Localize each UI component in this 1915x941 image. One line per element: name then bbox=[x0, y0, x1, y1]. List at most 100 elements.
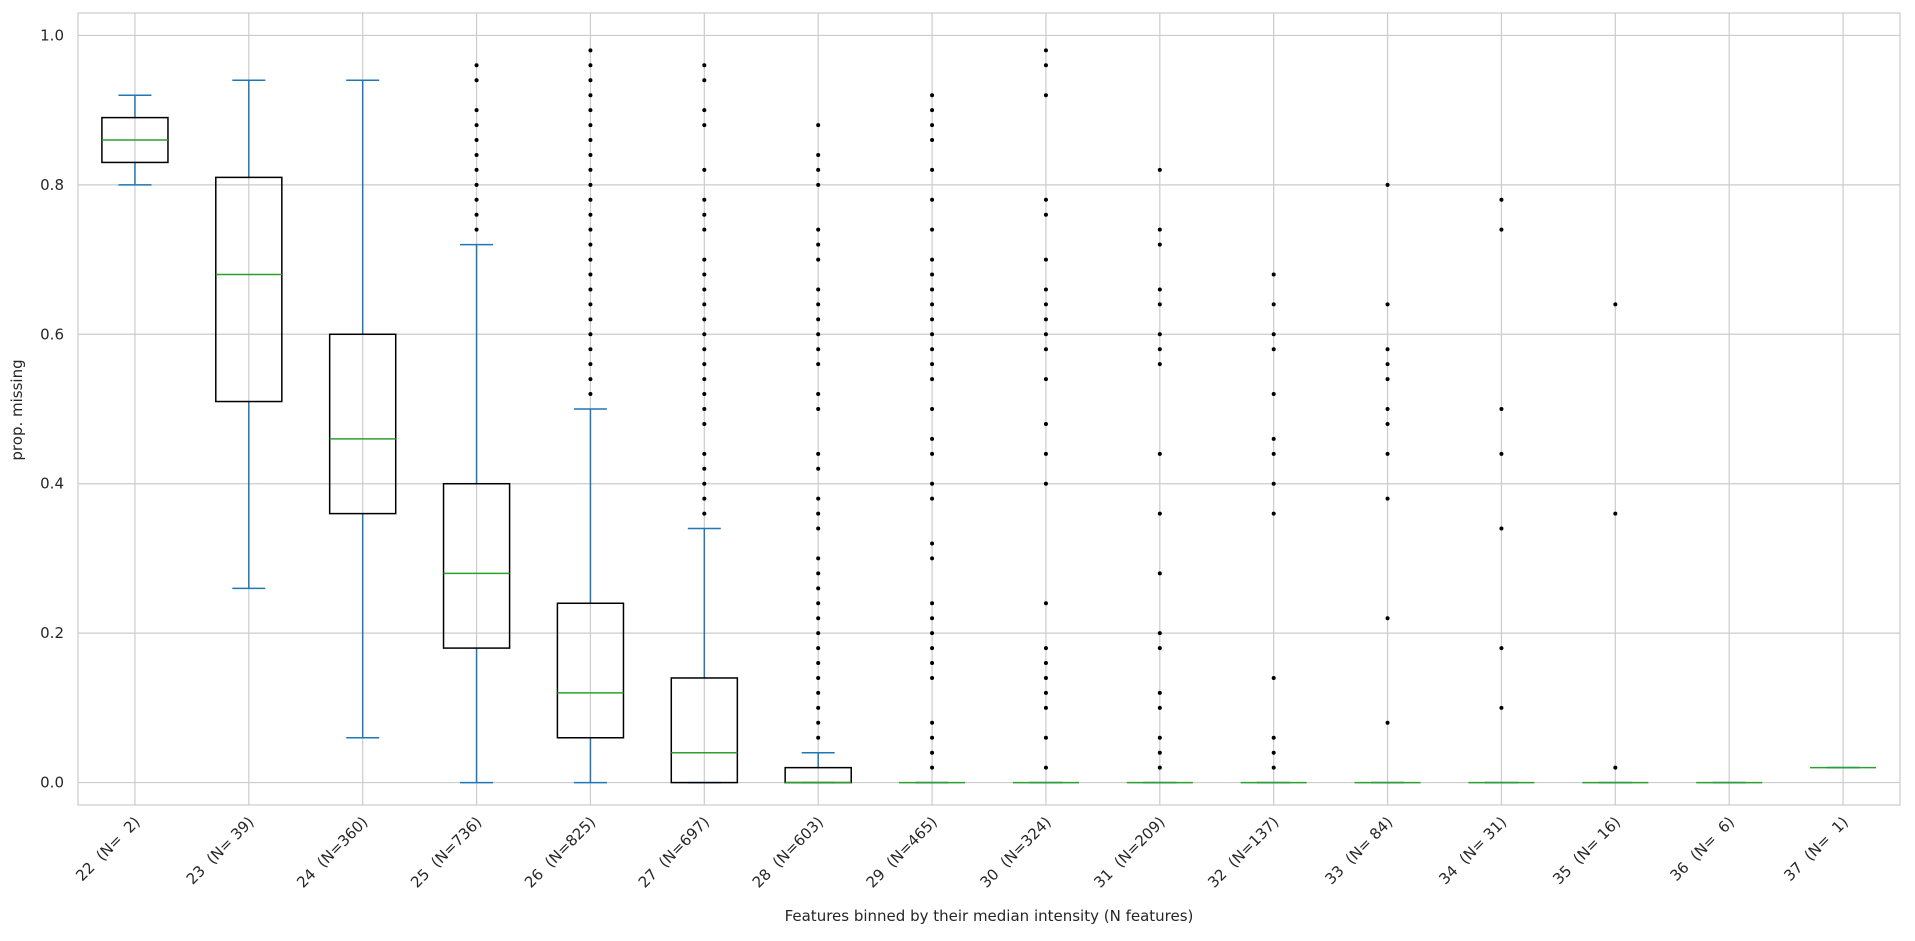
flier bbox=[930, 601, 935, 606]
flier bbox=[816, 332, 821, 337]
flier bbox=[1157, 511, 1162, 516]
flier bbox=[1385, 496, 1390, 501]
flier bbox=[930, 138, 935, 143]
flier bbox=[474, 108, 479, 113]
flier bbox=[1385, 407, 1390, 411]
flier bbox=[1157, 750, 1162, 755]
flier bbox=[702, 123, 707, 128]
x-tick-label: 32 (N=137) bbox=[1204, 813, 1282, 891]
flier bbox=[816, 556, 821, 561]
flier bbox=[1157, 332, 1162, 337]
flier bbox=[474, 152, 479, 157]
flier bbox=[1271, 451, 1276, 456]
flier bbox=[816, 646, 821, 651]
flier bbox=[702, 377, 707, 382]
flier bbox=[1613, 302, 1618, 307]
flier bbox=[1043, 735, 1048, 740]
flier bbox=[930, 317, 935, 322]
box bbox=[215, 176, 283, 403]
flier bbox=[930, 272, 935, 277]
flier bbox=[1385, 347, 1390, 352]
flier bbox=[1043, 332, 1048, 337]
flier bbox=[702, 421, 707, 426]
flier bbox=[1043, 317, 1048, 322]
flier bbox=[588, 392, 593, 397]
flier bbox=[702, 257, 707, 262]
flier bbox=[816, 586, 821, 591]
flier bbox=[1271, 347, 1276, 352]
flier bbox=[816, 720, 821, 725]
flier bbox=[816, 631, 821, 636]
x-axis-label: Features binned by their median intensit… bbox=[785, 907, 1194, 925]
flier bbox=[930, 227, 935, 232]
flier bbox=[702, 108, 707, 113]
flier bbox=[930, 765, 935, 770]
flier bbox=[702, 362, 707, 367]
x-tick-label: 34 (N= 31) bbox=[1435, 813, 1510, 888]
flier bbox=[1157, 362, 1162, 367]
flier bbox=[816, 451, 821, 456]
flier bbox=[1157, 646, 1162, 651]
x-tick-label: 30 (N=324) bbox=[976, 813, 1054, 891]
flier bbox=[588, 287, 593, 292]
flier bbox=[1499, 407, 1504, 411]
flier bbox=[474, 63, 479, 68]
x-tick-label: 36 (N= 6) bbox=[1666, 813, 1738, 885]
flier bbox=[1043, 661, 1048, 666]
flier bbox=[930, 646, 935, 651]
flier bbox=[1271, 765, 1276, 770]
flier bbox=[930, 362, 935, 367]
flier bbox=[816, 661, 821, 666]
flier bbox=[816, 182, 821, 187]
flier bbox=[702, 466, 707, 471]
flier bbox=[816, 526, 821, 531]
y-tick-label: 0.2 bbox=[40, 624, 64, 642]
flier bbox=[1043, 646, 1048, 651]
flier bbox=[588, 63, 593, 68]
x-tick-label: 28 (N=603) bbox=[749, 813, 827, 891]
flier bbox=[1271, 750, 1276, 755]
x-tick-label: 37 (N= 1) bbox=[1780, 813, 1852, 885]
flier bbox=[1157, 347, 1162, 352]
box bbox=[556, 602, 625, 739]
box bbox=[328, 333, 397, 515]
flier bbox=[1271, 272, 1276, 277]
flier bbox=[1271, 332, 1276, 337]
flier bbox=[588, 362, 593, 367]
flier bbox=[930, 481, 935, 486]
flier bbox=[930, 123, 935, 128]
x-tick-label: 27 (N=697) bbox=[635, 813, 713, 891]
flier bbox=[930, 735, 935, 740]
flier bbox=[1043, 197, 1048, 202]
flier bbox=[1157, 571, 1162, 576]
flier bbox=[930, 616, 935, 621]
flier bbox=[1385, 302, 1390, 307]
flier bbox=[816, 123, 821, 128]
flier bbox=[702, 347, 707, 352]
flier bbox=[816, 362, 821, 367]
flier bbox=[1043, 302, 1048, 307]
flier bbox=[816, 616, 821, 621]
flier bbox=[816, 287, 821, 292]
flier bbox=[474, 212, 479, 217]
flier bbox=[930, 302, 935, 307]
flier bbox=[588, 93, 593, 98]
y-tick-label: 0.4 bbox=[40, 475, 64, 493]
flier bbox=[702, 407, 707, 411]
flier bbox=[816, 152, 821, 157]
y-tick-label: 0.8 bbox=[40, 176, 64, 194]
x-tick-label: 31 (N=209) bbox=[1090, 813, 1168, 891]
flier bbox=[702, 332, 707, 337]
flier bbox=[1385, 451, 1390, 456]
flier bbox=[1271, 392, 1276, 397]
flier bbox=[702, 78, 707, 83]
plot-frame bbox=[77, 12, 1901, 806]
flier bbox=[816, 167, 821, 172]
flier bbox=[588, 197, 593, 202]
flier bbox=[1043, 93, 1048, 98]
flier bbox=[1157, 242, 1162, 247]
flier bbox=[816, 227, 821, 232]
x-tick-label: 29 (N=465) bbox=[863, 813, 941, 891]
flier bbox=[816, 511, 821, 516]
